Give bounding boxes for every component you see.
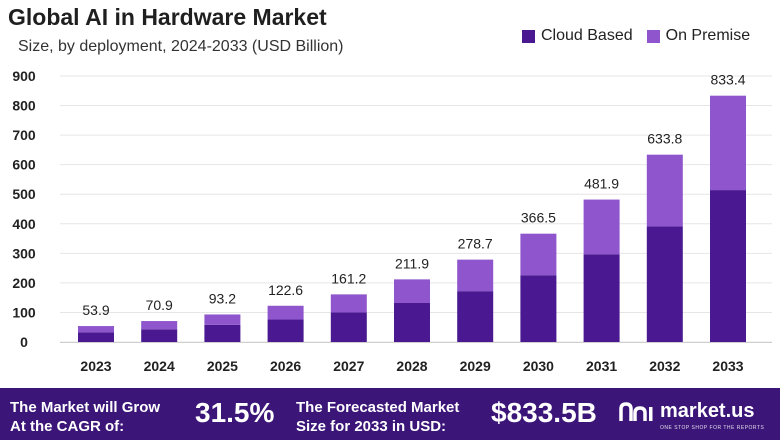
legend-label-cloud: Cloud Based: [541, 27, 633, 44]
y-tick-label: 300: [12, 245, 36, 261]
bar-total-label: 211.9: [395, 255, 429, 271]
bar-on-premise: [710, 95, 746, 191]
y-tick-label: 100: [12, 304, 36, 320]
bar-total-label: 93.2: [209, 290, 236, 306]
brand-name: market.us: [660, 400, 755, 422]
x-tick-label: 2024: [144, 358, 175, 374]
y-tick-label: 400: [12, 216, 36, 232]
x-tick-label: 2026: [270, 358, 301, 374]
chart-title: Global AI in Hardware Market: [8, 4, 327, 30]
bar-on-premise: [457, 259, 494, 292]
bar-on-premise: [646, 154, 683, 227]
bar-cloud-based: [141, 329, 178, 342]
x-tick-label: 2033: [712, 358, 743, 374]
bar-cloud-based: [267, 319, 304, 342]
bar-chart: 0 100 200 300 400 500 600 700 800 900 53.9 2023 70.9…: [12, 68, 772, 374]
bar-total-label: 161.2: [331, 270, 366, 286]
bar-cloud-based: [204, 324, 241, 342]
y-tick-label: 500: [12, 186, 36, 202]
legend-swatch-premise: [646, 29, 660, 43]
bar-total-label: 53.9: [82, 302, 109, 318]
x-tick-label: 2029: [460, 358, 491, 374]
y-tick-label: 700: [12, 127, 36, 143]
cagr-caption-line2: At the CAGR of:: [10, 418, 125, 435]
cagr-caption-line1: The Market will Grow: [10, 399, 161, 416]
legend-swatch-cloud: [522, 29, 535, 43]
bar-total-label: 278.7: [458, 236, 493, 252]
brand-logo-icon: [619, 401, 653, 421]
cagr-value: 31.5%: [195, 397, 275, 428]
cagr-caption: The Market will Grow At the CAGR of:: [10, 398, 160, 436]
bar-cloud-based: [78, 332, 114, 342]
forecast-caption-line2: Size for 2033 in USD:: [296, 418, 447, 435]
forecast-value: $833.5B: [491, 397, 597, 428]
bar-cloud-based: [520, 275, 557, 342]
bar-total-label: 481.9: [584, 176, 619, 192]
bar-cloud-based: [646, 226, 683, 342]
legend: Cloud Based On Premise: [522, 27, 764, 45]
bar-total-label: 366.5: [521, 210, 556, 226]
bar-total-label: 122.6: [268, 282, 303, 298]
y-tick-label: 200: [12, 275, 36, 291]
brand-tagline: ONE STOP SHOP FOR THE REPORTS: [660, 425, 765, 431]
bar-cloud-based: [583, 254, 620, 342]
bar-on-premise: [267, 305, 304, 320]
x-tick-label: 2027: [333, 358, 364, 374]
y-tick-label: 800: [12, 98, 36, 114]
x-tick-label: 2028: [396, 358, 427, 374]
bar-on-premise: [520, 233, 557, 276]
y-tick-label: 900: [12, 68, 36, 84]
bar-cloud-based: [330, 312, 367, 342]
x-tick-label: 2023: [80, 358, 111, 374]
bar-cloud-based: [710, 190, 746, 342]
bar-total-label: 70.9: [146, 297, 173, 313]
bar-total-label: 633.8: [647, 131, 682, 147]
bar-on-premise: [204, 314, 241, 325]
y-tick-label: 600: [12, 157, 36, 173]
x-tick-label: 2031: [586, 358, 617, 374]
x-tick-label: 2025: [207, 358, 238, 374]
legend-label-premise: On Premise: [665, 27, 751, 44]
legend-item-cloud: Cloud Based: [522, 27, 633, 45]
legend-item-premise: On Premise: [646, 27, 751, 45]
x-tick-label: 2030: [523, 358, 554, 374]
forecast-caption: The Forecasted Market Size for 2033 in U…: [296, 398, 459, 436]
bar-total-label: 833.4: [710, 72, 745, 88]
bar-on-premise: [78, 326, 114, 333]
forecast-caption-line1: The Forecasted Market: [296, 399, 460, 416]
bar-on-premise: [394, 279, 430, 303]
bar-on-premise: [141, 321, 178, 330]
bar-cloud-based: [394, 302, 430, 342]
chart-subtitle: Size, by deployment, 2024-2033 (USD Bill…: [18, 38, 344, 55]
bar-cloud-based: [457, 291, 494, 342]
bar-on-premise: [330, 294, 367, 313]
x-tick-label: 2032: [649, 358, 680, 374]
bar-on-premise: [583, 199, 620, 255]
footer-banner: The Market will Grow At the CAGR of: 31.…: [0, 388, 780, 440]
y-tick-label: 0: [20, 334, 28, 350]
brand-logo[interactable]: market.us: [618, 400, 755, 423]
